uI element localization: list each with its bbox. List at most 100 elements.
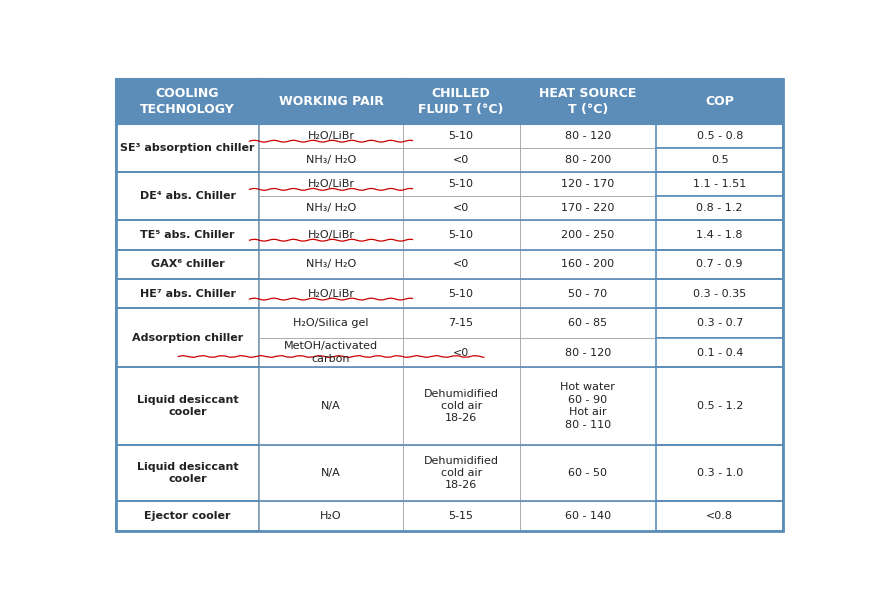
Bar: [260, 148, 403, 172]
Bar: [116, 124, 260, 172]
Text: 0.5 - 1.2: 0.5 - 1.2: [696, 401, 743, 411]
Bar: [116, 220, 260, 250]
Bar: [656, 78, 783, 124]
Bar: [403, 308, 519, 338]
Bar: [656, 367, 783, 445]
Text: <0: <0: [453, 259, 469, 269]
Bar: [519, 279, 656, 308]
Text: DE⁴ abs. Chiller: DE⁴ abs. Chiller: [139, 191, 236, 201]
Text: 0.1 - 0.4: 0.1 - 0.4: [696, 347, 743, 358]
Text: <0: <0: [453, 155, 469, 165]
Bar: [260, 196, 403, 220]
Bar: [260, 279, 403, 308]
Text: <0: <0: [453, 203, 469, 213]
Bar: [116, 78, 260, 124]
Bar: [260, 220, 403, 250]
Bar: [403, 250, 519, 279]
Text: H₂O: H₂O: [320, 511, 342, 521]
Bar: [403, 501, 519, 531]
Text: 1.1 - 1.51: 1.1 - 1.51: [693, 179, 746, 189]
Bar: [403, 172, 519, 196]
Bar: [656, 445, 783, 501]
Text: 80 - 120: 80 - 120: [565, 347, 611, 358]
Text: 7-15: 7-15: [448, 318, 474, 328]
Bar: [519, 250, 656, 279]
Text: N/A: N/A: [321, 468, 341, 478]
Text: 5-10: 5-10: [449, 131, 474, 140]
Text: HE⁷ abs. Chiller: HE⁷ abs. Chiller: [139, 289, 236, 298]
Text: 0.5 - 0.8: 0.5 - 0.8: [696, 131, 743, 140]
Bar: [656, 148, 783, 172]
Bar: [116, 250, 260, 279]
Bar: [519, 124, 656, 148]
Bar: [656, 501, 783, 531]
Bar: [403, 367, 519, 445]
Bar: [656, 279, 783, 308]
Bar: [116, 172, 260, 220]
Bar: [260, 338, 403, 367]
Text: 5-10: 5-10: [449, 289, 474, 298]
Bar: [116, 445, 260, 501]
Bar: [116, 367, 260, 445]
Bar: [519, 501, 656, 531]
Bar: [260, 250, 403, 279]
Text: COOLING
TECHNOLOGY: COOLING TECHNOLOGY: [140, 87, 235, 116]
Text: NH₃/ H₂O: NH₃/ H₂O: [306, 155, 356, 165]
Text: 0.3 - 1.0: 0.3 - 1.0: [696, 468, 743, 478]
Text: WORKING PAIR: WORKING PAIR: [279, 95, 383, 107]
Bar: [260, 367, 403, 445]
Text: 1.4 - 1.8: 1.4 - 1.8: [696, 230, 743, 240]
Bar: [116, 308, 260, 367]
Bar: [519, 220, 656, 250]
Bar: [260, 78, 403, 124]
Bar: [519, 172, 656, 196]
Text: 80 - 200: 80 - 200: [565, 155, 611, 165]
Text: CHILLED
FLUID T (°C): CHILLED FLUID T (°C): [418, 87, 503, 116]
Bar: [656, 124, 783, 148]
Bar: [116, 279, 260, 308]
Text: 200 - 250: 200 - 250: [561, 230, 615, 240]
Bar: [403, 148, 519, 172]
Text: HEAT SOURCE
T (°C): HEAT SOURCE T (°C): [539, 87, 637, 116]
Bar: [260, 445, 403, 501]
Text: MetOH/activated
carbon: MetOH/activated carbon: [284, 341, 378, 364]
Text: 5-10: 5-10: [449, 230, 474, 240]
Bar: [116, 501, 260, 531]
Bar: [656, 196, 783, 220]
Text: COP: COP: [705, 95, 734, 107]
Text: <0: <0: [453, 347, 469, 358]
Bar: [656, 338, 783, 367]
Text: 60 - 85: 60 - 85: [568, 318, 608, 328]
Text: GAX⁶ chiller: GAX⁶ chiller: [151, 259, 225, 269]
Text: NH₃/ H₂O: NH₃/ H₂O: [306, 203, 356, 213]
Text: H₂O/LiBr: H₂O/LiBr: [308, 230, 354, 240]
Bar: [519, 196, 656, 220]
Bar: [519, 338, 656, 367]
Text: Dehumidified
cold air
18-26: Dehumidified cold air 18-26: [424, 456, 499, 490]
Text: 80 - 120: 80 - 120: [565, 131, 611, 140]
Text: 5-10: 5-10: [449, 179, 474, 189]
Text: 120 - 170: 120 - 170: [561, 179, 615, 189]
Text: N/A: N/A: [321, 401, 341, 411]
Text: 0.5: 0.5: [711, 155, 729, 165]
Text: H₂O/LiBr: H₂O/LiBr: [308, 131, 354, 140]
Text: 0.8 - 1.2: 0.8 - 1.2: [696, 203, 743, 213]
Bar: [519, 308, 656, 338]
Bar: [403, 279, 519, 308]
Text: Ejector cooler: Ejector cooler: [145, 511, 231, 521]
Bar: [403, 220, 519, 250]
Text: SE³ absorption chiller: SE³ absorption chiller: [120, 143, 255, 153]
Text: 0.7 - 0.9: 0.7 - 0.9: [696, 259, 743, 269]
Text: 5-15: 5-15: [449, 511, 474, 521]
Bar: [656, 172, 783, 196]
Bar: [656, 308, 783, 338]
Text: Liquid desiccant
cooler: Liquid desiccant cooler: [137, 462, 239, 484]
Text: Hot water
60 - 90
Hot air
80 - 110: Hot water 60 - 90 Hot air 80 - 110: [560, 382, 616, 430]
Text: H₂O/LiBr: H₂O/LiBr: [308, 179, 354, 189]
Text: 0.3 - 0.35: 0.3 - 0.35: [693, 289, 746, 298]
Bar: [519, 78, 656, 124]
Bar: [260, 124, 403, 148]
Bar: [519, 445, 656, 501]
Bar: [656, 220, 783, 250]
Text: Liquid desiccant
cooler: Liquid desiccant cooler: [137, 395, 239, 417]
